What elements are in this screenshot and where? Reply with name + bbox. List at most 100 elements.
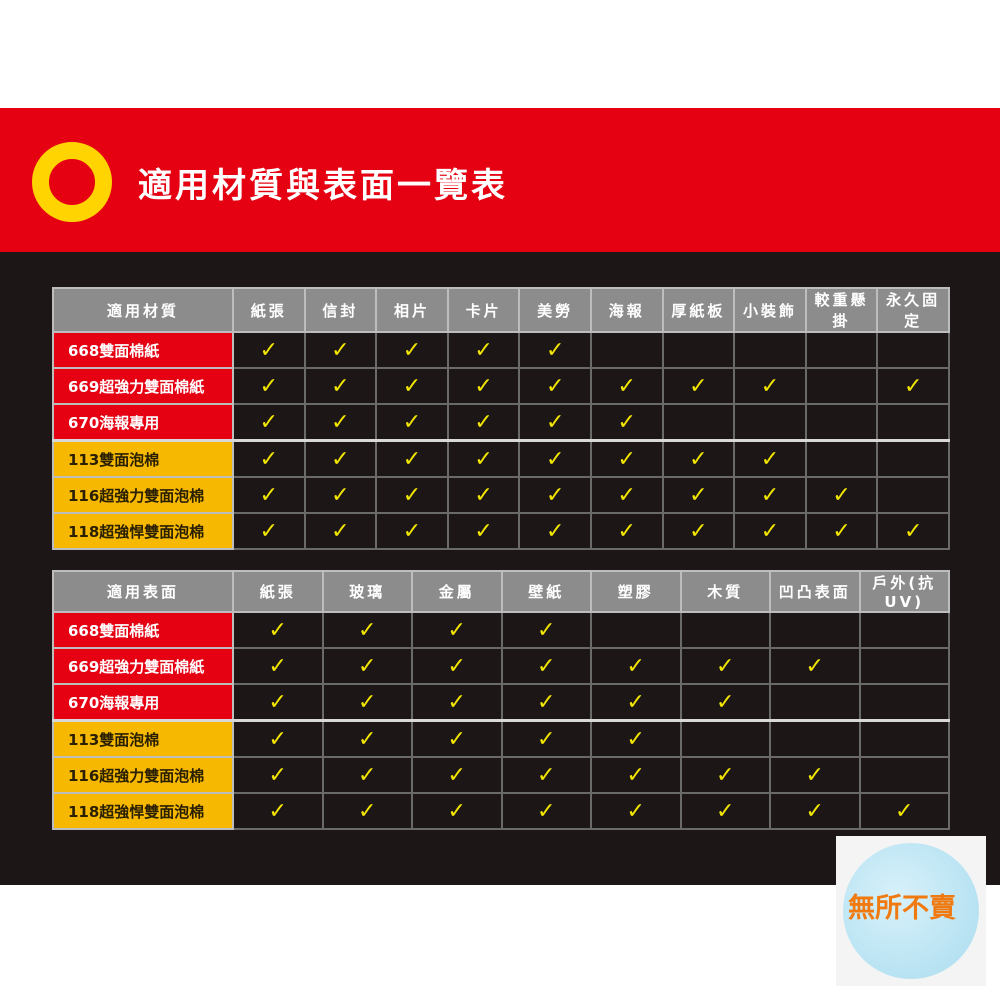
column-header: 相片 — [375, 287, 449, 333]
cell — [876, 403, 950, 442]
cell: ✓ — [679, 647, 771, 685]
check-icon: ✓ — [268, 726, 287, 752]
cell: ✓ — [303, 331, 378, 369]
logo-text: 無所不賣 — [848, 893, 956, 924]
cell: ✓ — [411, 792, 503, 830]
cell: ✓ — [375, 512, 449, 550]
check-icon: ✓ — [331, 518, 350, 544]
table-row: 118超強悍雙面泡棉 ✓ ✓ ✓ ✓ ✓ ✓ ✓ ✓ — [52, 792, 950, 830]
cell: ✓ — [321, 756, 413, 794]
column-header: 卡片 — [446, 287, 521, 333]
cell: ✓ — [232, 756, 324, 794]
cell: ✓ — [232, 512, 306, 550]
cell: ✓ — [500, 647, 592, 685]
cell: ✓ — [321, 719, 413, 758]
cell: ✓ — [876, 367, 950, 405]
cell: ✓ — [303, 403, 378, 442]
column-header: 較重懸掛 — [804, 287, 879, 333]
cell — [876, 476, 950, 514]
column-header: 玻璃 — [321, 570, 413, 613]
check-icon: ✓ — [537, 653, 556, 679]
cell: ✓ — [321, 611, 413, 649]
check-icon: ✓ — [760, 373, 780, 399]
title-banner — [0, 108, 1000, 252]
check-icon: ✓ — [545, 446, 565, 472]
check-icon: ✓ — [268, 617, 287, 643]
cell — [733, 331, 807, 369]
check-icon: ✓ — [805, 798, 824, 824]
check-icon: ✓ — [760, 482, 780, 508]
check-icon: ✓ — [626, 798, 645, 824]
cell: ✓ — [589, 512, 664, 550]
check-icon: ✓ — [474, 337, 493, 363]
cell: ✓ — [500, 792, 592, 830]
check-icon: ✓ — [268, 762, 287, 788]
check-icon: ✓ — [832, 482, 851, 508]
check-icon: ✓ — [626, 762, 645, 788]
check-icon: ✓ — [626, 689, 645, 715]
column-header: 信封 — [303, 287, 378, 333]
check-icon: ✓ — [716, 762, 735, 788]
product-label: 668雙面棉紙 — [52, 611, 234, 649]
check-icon: ✓ — [259, 337, 279, 363]
check-icon: ✓ — [626, 726, 645, 752]
cell: ✓ — [232, 719, 324, 758]
check-icon: ✓ — [716, 653, 735, 679]
check-icon: ✓ — [474, 409, 493, 435]
table-row: 118超強悍雙面泡棉 ✓ ✓ ✓ ✓ ✓ ✓ ✓ ✓ ✓ ✓ — [52, 512, 950, 550]
cell: ✓ — [590, 719, 682, 758]
cell — [679, 719, 771, 758]
check-icon: ✓ — [358, 617, 377, 643]
cell: ✓ — [411, 647, 503, 685]
check-icon: ✓ — [760, 518, 780, 544]
header-row: 適用材質 紙張 信封 相片 卡片 美勞 海報 厚紙板 小裝飾 較重懸掛 永久固定 — [52, 287, 950, 333]
cell — [733, 403, 807, 442]
cell: ✓ — [232, 439, 306, 478]
cell: ✓ — [232, 331, 306, 369]
cell: ✓ — [500, 683, 592, 722]
check-icon: ✓ — [402, 446, 422, 472]
cell: ✓ — [733, 512, 807, 550]
check-icon: ✓ — [402, 409, 422, 435]
check-icon: ✓ — [268, 798, 287, 824]
cell: ✓ — [232, 367, 306, 405]
check-icon: ✓ — [358, 762, 377, 788]
check-icon: ✓ — [358, 689, 377, 715]
table-row: 670海報專用 ✓ ✓ ✓ ✓ ✓ ✓ — [52, 403, 950, 442]
cell — [804, 331, 879, 369]
check-icon: ✓ — [447, 653, 466, 679]
cell — [876, 331, 950, 369]
cell — [804, 403, 879, 442]
cell: ✓ — [876, 512, 950, 550]
cell: ✓ — [679, 683, 771, 722]
header-cell: 適用表面 — [52, 570, 234, 613]
column-header: 金屬 — [411, 570, 503, 613]
check-icon: ✓ — [617, 373, 636, 399]
cell: ✓ — [661, 439, 736, 478]
cell — [769, 683, 861, 722]
check-icon: ✓ — [259, 409, 279, 435]
column-header: 海報 — [589, 287, 664, 333]
table-row: 116超強力雙面泡棉 ✓ ✓ ✓ ✓ ✓ ✓ ✓ ✓ ✓ — [52, 476, 950, 514]
cell: ✓ — [590, 792, 682, 830]
cell: ✓ — [232, 476, 306, 514]
cell — [804, 367, 879, 405]
column-header: 凹凸表面 — [769, 570, 861, 613]
check-icon: ✓ — [832, 518, 851, 544]
cell: ✓ — [589, 403, 664, 442]
check-icon: ✓ — [537, 762, 556, 788]
cell — [858, 611, 950, 649]
check-icon: ✓ — [545, 518, 565, 544]
table-row: 669超強力雙面棉紙 ✓ ✓ ✓ ✓ ✓ ✓ ✓ — [52, 647, 950, 685]
table-row: 669超強力雙面棉紙 ✓ ✓ ✓ ✓ ✓ ✓ ✓ ✓ ✓ — [52, 367, 950, 405]
store-logo: 無所不賣 — [836, 836, 986, 986]
cell: ✓ — [232, 647, 324, 685]
check-icon: ✓ — [259, 482, 279, 508]
cell: ✓ — [375, 476, 449, 514]
logo-circle — [843, 843, 979, 979]
cell: ✓ — [303, 439, 378, 478]
cell — [858, 647, 950, 685]
product-label: 118超強悍雙面泡棉 — [52, 512, 234, 550]
product-label: 670海報專用 — [52, 403, 234, 442]
cell: ✓ — [589, 367, 664, 405]
